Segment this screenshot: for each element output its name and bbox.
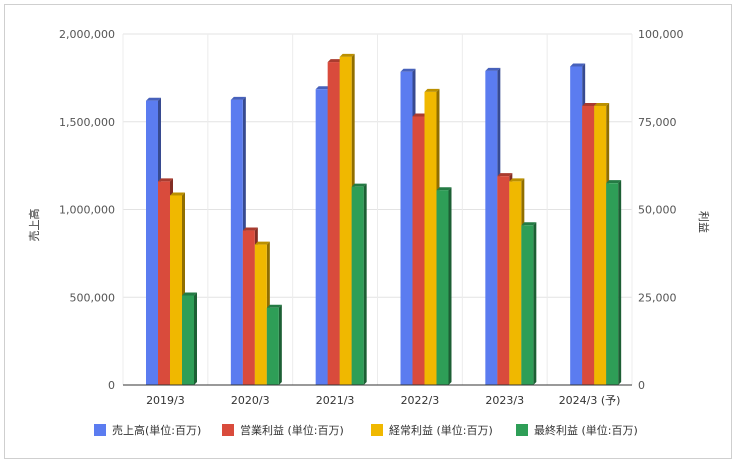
- bar-front: [509, 181, 522, 385]
- left-tick: 0: [108, 379, 115, 392]
- category-label: 2022/3: [401, 394, 440, 407]
- bar-top: [351, 183, 367, 187]
- bar-front: [170, 195, 182, 385]
- right-tick: 75,000: [638, 116, 677, 129]
- bar-front: [351, 186, 364, 385]
- bar-top: [497, 173, 513, 177]
- bar-front: [158, 181, 170, 385]
- bar-top: [182, 292, 197, 296]
- legend-label: 売上高(単位:百万): [112, 423, 201, 437]
- bar-front: [146, 100, 158, 385]
- legend-swatch: [222, 424, 234, 436]
- category-label: 2024/3 (予): [559, 394, 621, 407]
- bar-top: [158, 178, 173, 182]
- bar-front: [412, 116, 425, 386]
- bar-front: [594, 105, 607, 385]
- right-tick: 50,000: [638, 204, 677, 217]
- bar-front: [485, 70, 498, 385]
- bar-front: [521, 225, 534, 385]
- bar: [606, 180, 622, 385]
- category-label: 2019/3: [146, 394, 185, 407]
- bar-front: [400, 71, 413, 386]
- bar-front: [339, 56, 352, 385]
- left-tick: 1,000,000: [59, 204, 115, 217]
- bar-top: [146, 97, 161, 101]
- right-tick: 0: [638, 379, 645, 392]
- bar-side: [194, 292, 197, 385]
- bar-top: [266, 304, 282, 308]
- right-axis-title: 利益: [697, 211, 711, 233]
- left-tick: 1,500,000: [59, 116, 115, 129]
- bar-top: [485, 67, 501, 71]
- bar-side: [533, 222, 537, 385]
- category-label: 2020/3: [231, 394, 270, 407]
- category-label: 2023/3: [485, 394, 524, 407]
- bar-front: [327, 62, 340, 386]
- bar-front: [497, 176, 510, 385]
- bar: [521, 222, 537, 385]
- legend-swatch: [94, 424, 106, 436]
- bar-front: [606, 183, 619, 385]
- left-axis-ticks: 0 500,000 1,000,000 1,500,000 2,000,000: [59, 28, 115, 392]
- legend-label: 最終利益 (単位:百万): [534, 423, 638, 437]
- left-axis-title: 売上高: [27, 209, 41, 242]
- bar-side: [278, 304, 282, 385]
- right-axis-ticks: 0 25,000 50,000 75,000 100,000: [638, 28, 684, 392]
- bar-side: [363, 183, 367, 385]
- right-tick: 100,000: [638, 28, 684, 41]
- bar-top: [606, 180, 622, 184]
- bar-top: [400, 68, 416, 72]
- bar: [182, 292, 197, 385]
- bar-side: [618, 180, 622, 385]
- bar-top: [509, 178, 525, 182]
- bar-front: [436, 190, 449, 385]
- bar-top: [315, 86, 331, 90]
- bar-front: [230, 99, 243, 385]
- legend-label: 営業利益 (単位:百万): [240, 423, 344, 437]
- bar-front: [315, 89, 328, 385]
- legend-label: 経常利益 (単位:百万): [389, 423, 493, 437]
- bar-top: [230, 96, 246, 100]
- bar-front: [254, 244, 267, 385]
- bar-top: [339, 53, 355, 57]
- bar-top: [242, 227, 258, 231]
- bar-top: [412, 113, 428, 117]
- bar-front: [266, 307, 279, 385]
- bar-front: [424, 91, 437, 385]
- bar: [436, 187, 452, 385]
- category-labels: 2019/3 2020/3 2021/3 2022/3 2023/3 2024/…: [146, 394, 620, 407]
- legend-swatch: [371, 424, 383, 436]
- left-tick: 2,000,000: [59, 28, 115, 41]
- bar-top: [570, 63, 586, 67]
- bar-top: [594, 102, 610, 106]
- bar-front: [582, 105, 595, 385]
- bar-side: [448, 187, 452, 385]
- legend-swatch: [516, 424, 528, 436]
- gridlines: [122, 33, 633, 385]
- bar-top: [170, 192, 185, 196]
- bar-front: [242, 230, 255, 385]
- bar-top: [582, 102, 598, 106]
- bar-front: [570, 66, 583, 385]
- category-label: 2021/3: [316, 394, 355, 407]
- bar: [266, 304, 282, 385]
- bar-top: [521, 222, 537, 226]
- bar-top: [436, 187, 452, 191]
- legend: 売上高(単位:百万) 営業利益 (単位:百万) 経常利益 (単位:百万) 最終利…: [94, 423, 638, 437]
- right-tick: 25,000: [638, 291, 677, 304]
- bar-top: [254, 241, 270, 245]
- bar-top: [424, 88, 440, 92]
- bar-front: [182, 295, 194, 385]
- bar-top: [327, 59, 343, 63]
- left-tick: 500,000: [70, 291, 116, 304]
- bar: [351, 183, 367, 385]
- bars: [146, 53, 622, 386]
